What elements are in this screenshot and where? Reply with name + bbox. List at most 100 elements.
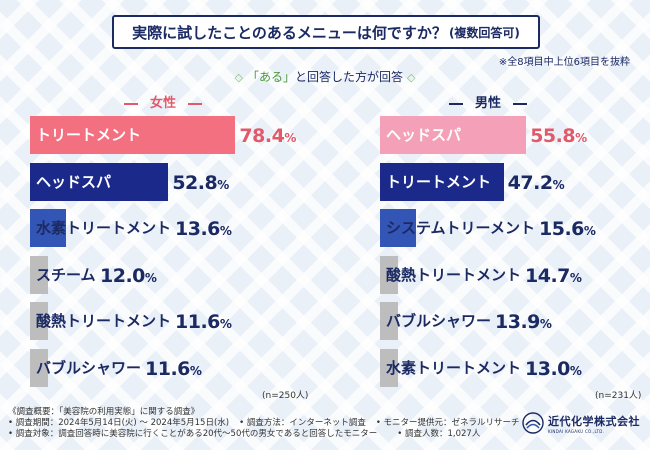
bar-label: 酸熱トリートメント	[36, 312, 172, 330]
bar	[380, 209, 416, 247]
bar	[380, 302, 398, 340]
value-decimal: 8	[562, 125, 576, 147]
heading-line	[123, 102, 138, 105]
footer-overview: 《調査概要：「美容院の利用実態」に関する調査》	[8, 407, 200, 417]
footer-target: • 調査対象：調査回答時に美容院に行くことがある20代〜50代の男女であると回答…	[8, 429, 378, 439]
footer-line-1: • 調査期間：2024年5月14日(火) 〜 2024年5月15日(水) • 調査…	[8, 418, 520, 429]
bar-value: 15.6%	[539, 209, 596, 247]
company-name-en: KINDAI KAGAKU CO.,LTD.	[548, 428, 605, 434]
bar-value: 11.6%	[175, 302, 232, 340]
bar	[30, 116, 236, 154]
bar	[30, 348, 48, 387]
value-decimal: 0	[557, 357, 570, 380]
footer-method: • 調査方法：インターネット調査	[239, 418, 366, 428]
chart-title: 実際に試したことのあるメニューは何ですか？ (複数回答可)	[112, 15, 540, 49]
value-decimal: 0	[132, 264, 145, 287]
bar-label: 水素トリートメント	[36, 219, 172, 237]
bar-value: 12.0%	[100, 256, 157, 294]
bar	[30, 255, 48, 294]
bar	[380, 255, 398, 294]
bar-label: バブルシャワー	[386, 312, 492, 330]
male-sample-size: (n=231人)	[595, 391, 642, 401]
value-integer: 13.	[495, 311, 528, 333]
value-integer: 47.	[507, 171, 541, 194]
bar-value: 47.2%	[508, 163, 565, 201]
chart-title-text: 実際に試したことのあるメニューは何ですか？	[132, 23, 447, 42]
bar-row: ヘッドスパ 52.8%	[30, 162, 315, 201]
bar-value: 13.6%	[175, 209, 232, 247]
value-integer: 52.	[172, 171, 205, 194]
value-integer: 13.	[175, 218, 208, 240]
footer-provider: • モニター提供元：ゼネラルリサーチ	[375, 418, 520, 428]
footer-period: • 調査期間：2024年5月14日(火) 〜 2024年5月15日(水)	[8, 418, 230, 428]
value-integer: 55.	[530, 125, 563, 147]
value-integer: 13.	[525, 357, 558, 380]
value-unit: %	[144, 270, 157, 285]
bar	[380, 162, 504, 201]
bar-row: バブルシャワー 11.6%	[30, 348, 315, 387]
bar-label: バブルシャワー	[36, 358, 142, 377]
value-decimal: 6	[571, 218, 584, 240]
value-unit: %	[552, 177, 565, 192]
heading-line	[448, 102, 463, 105]
value-integer: 11.	[145, 357, 178, 380]
value-unit: %	[583, 224, 596, 238]
survey-footer: 《調査概要：「美容院の利用実態」に関する調査》 • 調査期間：2024年5月14…	[8, 407, 520, 440]
bar-value: 52.8%	[172, 163, 229, 201]
company-logo-icon	[522, 412, 544, 434]
male-bar-chart: ヘッドスパ 55.8% トリートメント 47.2% システムトリーメント 15.6% 酸熱ト…	[380, 116, 650, 387]
value-decimal: 6	[207, 311, 220, 333]
value-integer: 15.	[539, 218, 572, 240]
heading-line	[188, 102, 202, 105]
bar	[380, 348, 398, 387]
bar-value: 14.7%	[525, 256, 582, 294]
excerpt-note: ※全8項目中上位6項目を抜粋	[498, 57, 630, 68]
bar-label: 酸熱トリートメント	[386, 265, 522, 284]
bar	[30, 302, 48, 340]
value-decimal: 7	[557, 264, 570, 287]
value-decimal: 9	[527, 311, 540, 333]
male-heading: 男性	[388, 92, 588, 111]
bar-value: 11.6%	[145, 349, 202, 387]
bar-row: 酸熱トリートメント 11.6%	[30, 302, 315, 340]
bar	[380, 116, 527, 154]
bar-label: トリートメント	[386, 172, 492, 191]
bar-row: トリートメント 78.4%	[30, 116, 315, 154]
bar-label: トリートメント	[36, 126, 142, 144]
bar-label: スチーム	[36, 265, 96, 284]
bar-row: バブルシャワー 13.9%	[380, 302, 650, 340]
bar-row: ヘッドスパ 55.8%	[380, 116, 650, 154]
bar-row: スチーム 12.0%	[30, 255, 315, 294]
female-heading-label: 女性	[149, 96, 176, 111]
female-sample-size: (n=250人)	[262, 391, 309, 401]
bar-row: 水素トリートメント 13.6%	[30, 209, 315, 247]
bar-label: ヘッドスパ	[386, 126, 462, 144]
company-brand: 近代化学株式会社 KINDAI KAGAKU CO.,LTD.	[522, 412, 640, 434]
value-unit: %	[569, 363, 582, 378]
diamond-icon: ◇	[234, 71, 243, 84]
bar-row: システムトリーメント 15.6%	[380, 209, 650, 247]
value-unit: %	[284, 131, 297, 145]
bar	[30, 209, 66, 247]
value-decimal: 8	[204, 171, 218, 194]
footer-count: • 調査人数：1,027人	[397, 429, 481, 439]
bar	[30, 162, 169, 201]
value-unit: %	[217, 177, 230, 192]
value-integer: 11.	[175, 311, 208, 333]
value-integer: 78.	[239, 125, 272, 147]
subtitle-text: と回答した方が回答	[295, 70, 404, 84]
value-decimal: 6	[177, 357, 190, 380]
value-decimal: 6	[207, 218, 220, 240]
value-decimal: 2	[539, 171, 553, 194]
male-heading-label: 男性	[474, 96, 501, 111]
subtitle: ◇ 「ある」と回答した方が回答 ◇	[0, 68, 650, 85]
heading-line	[513, 102, 527, 105]
bar-value: 13.0%	[525, 349, 582, 387]
value-unit: %	[189, 363, 202, 378]
bar-label: システムトリーメント	[386, 219, 535, 237]
value-decimal: 4	[271, 125, 285, 147]
bar-row: 酸熱トリートメント 14.7%	[380, 255, 650, 294]
value-unit: %	[219, 224, 232, 238]
female-heading: 女性	[63, 92, 263, 111]
bar-label: ヘッドスパ	[36, 172, 112, 191]
